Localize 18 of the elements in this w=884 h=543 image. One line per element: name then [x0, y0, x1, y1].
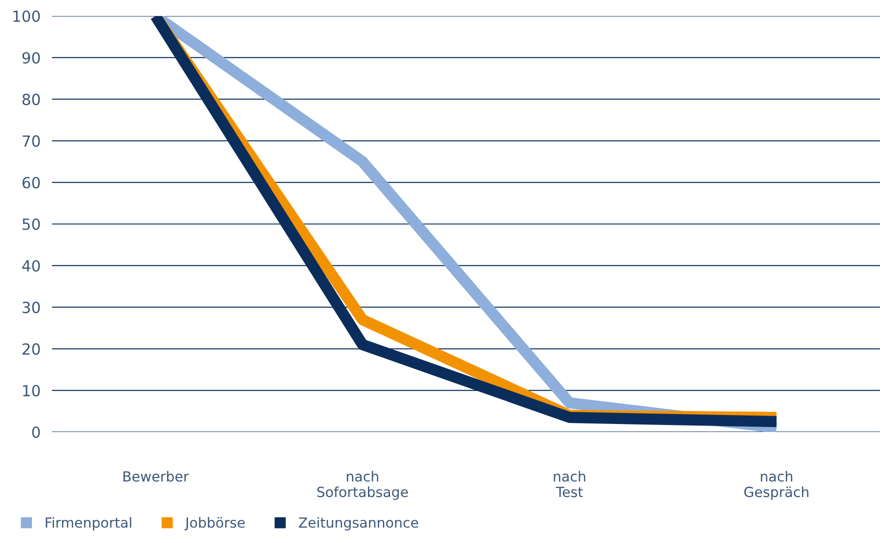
y-tick-label: 60: [22, 176, 40, 188]
y-tick-label: 50: [22, 218, 40, 230]
y-tick-label: 20: [22, 343, 40, 355]
y-tick-label: 10: [23, 384, 40, 396]
x-tick-label: nach Test: [554, 470, 586, 498]
y-tick-label: 30: [22, 302, 40, 314]
legend-label: Zeitungsannonce: [298, 517, 418, 530]
y-tick-label: 90: [22, 52, 40, 64]
y-tick-label: 40: [22, 260, 40, 272]
x-tick-label: nach Sofortabsage: [317, 470, 408, 500]
x-tick-label: Bewerber: [123, 470, 189, 482]
y-tick-label: 0: [32, 426, 40, 438]
legend-label: Firmenportal: [46, 517, 132, 530]
y-tick-label: 70: [22, 135, 40, 147]
y-tick-label: 100: [13, 10, 40, 22]
y-tick-label: 80: [22, 94, 40, 106]
x-tick-label: nach Gespräch: [744, 470, 808, 500]
legend-label: Jobbörse: [184, 517, 245, 530]
